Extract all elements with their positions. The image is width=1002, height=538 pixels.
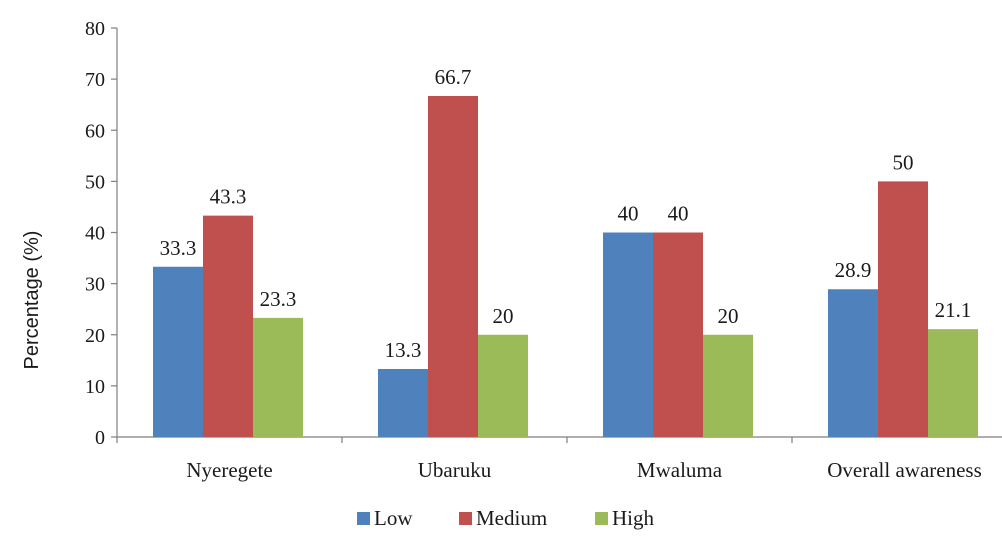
- bar-medium-2: [653, 232, 703, 437]
- data-label: 33.3: [160, 236, 197, 260]
- data-label: 23.3: [260, 287, 297, 311]
- bar-medium-0: [203, 215, 253, 437]
- y-tick-label: 30: [85, 274, 105, 296]
- legend-swatch-medium: [459, 512, 472, 525]
- y-tick-label: 50: [85, 171, 105, 193]
- bar-high-3: [928, 329, 978, 437]
- data-label: 20: [718, 304, 739, 328]
- data-label: 21.1: [935, 298, 972, 322]
- legend-swatch-low: [357, 512, 370, 525]
- data-label: 50: [893, 150, 914, 174]
- bar-high-0: [253, 317, 303, 437]
- bar-low-3: [828, 289, 878, 437]
- x-category-label: Nyeregete: [186, 458, 272, 482]
- legend-label-medium: Medium: [476, 506, 547, 530]
- legend-swatch-high: [595, 512, 608, 525]
- x-category-label: Overall awareness: [827, 458, 982, 482]
- y-axis-title: Percentage (%): [21, 231, 43, 370]
- data-label: 20: [493, 304, 514, 328]
- bar-high-1: [478, 334, 528, 437]
- bar-low-0: [153, 266, 203, 437]
- bar-medium-1: [428, 95, 478, 437]
- legend-label-high: High: [612, 506, 655, 530]
- data-label: 13.3: [385, 338, 422, 362]
- legend-label-low: Low: [374, 506, 413, 530]
- y-tick-label: 60: [85, 120, 105, 142]
- bar-low-1: [378, 369, 428, 437]
- y-tick-label: 70: [85, 69, 105, 91]
- y-tick-label: 0: [95, 427, 105, 449]
- y-tick-label: 20: [85, 325, 105, 347]
- data-label: 43.3: [210, 185, 247, 209]
- x-category-label: Mwaluma: [637, 458, 723, 482]
- bar-low-2: [603, 232, 653, 437]
- data-label: 40: [668, 202, 689, 226]
- data-label: 28.9: [835, 258, 872, 282]
- data-label: 66.7: [435, 65, 472, 89]
- bar-high-2: [703, 334, 753, 437]
- y-tick-label: 80: [85, 18, 105, 40]
- y-tick-label: 10: [85, 376, 105, 398]
- x-category-label: Ubaruku: [418, 458, 492, 482]
- data-label: 40: [618, 202, 639, 226]
- bar-medium-3: [878, 181, 928, 437]
- y-tick-label: 40: [85, 223, 105, 245]
